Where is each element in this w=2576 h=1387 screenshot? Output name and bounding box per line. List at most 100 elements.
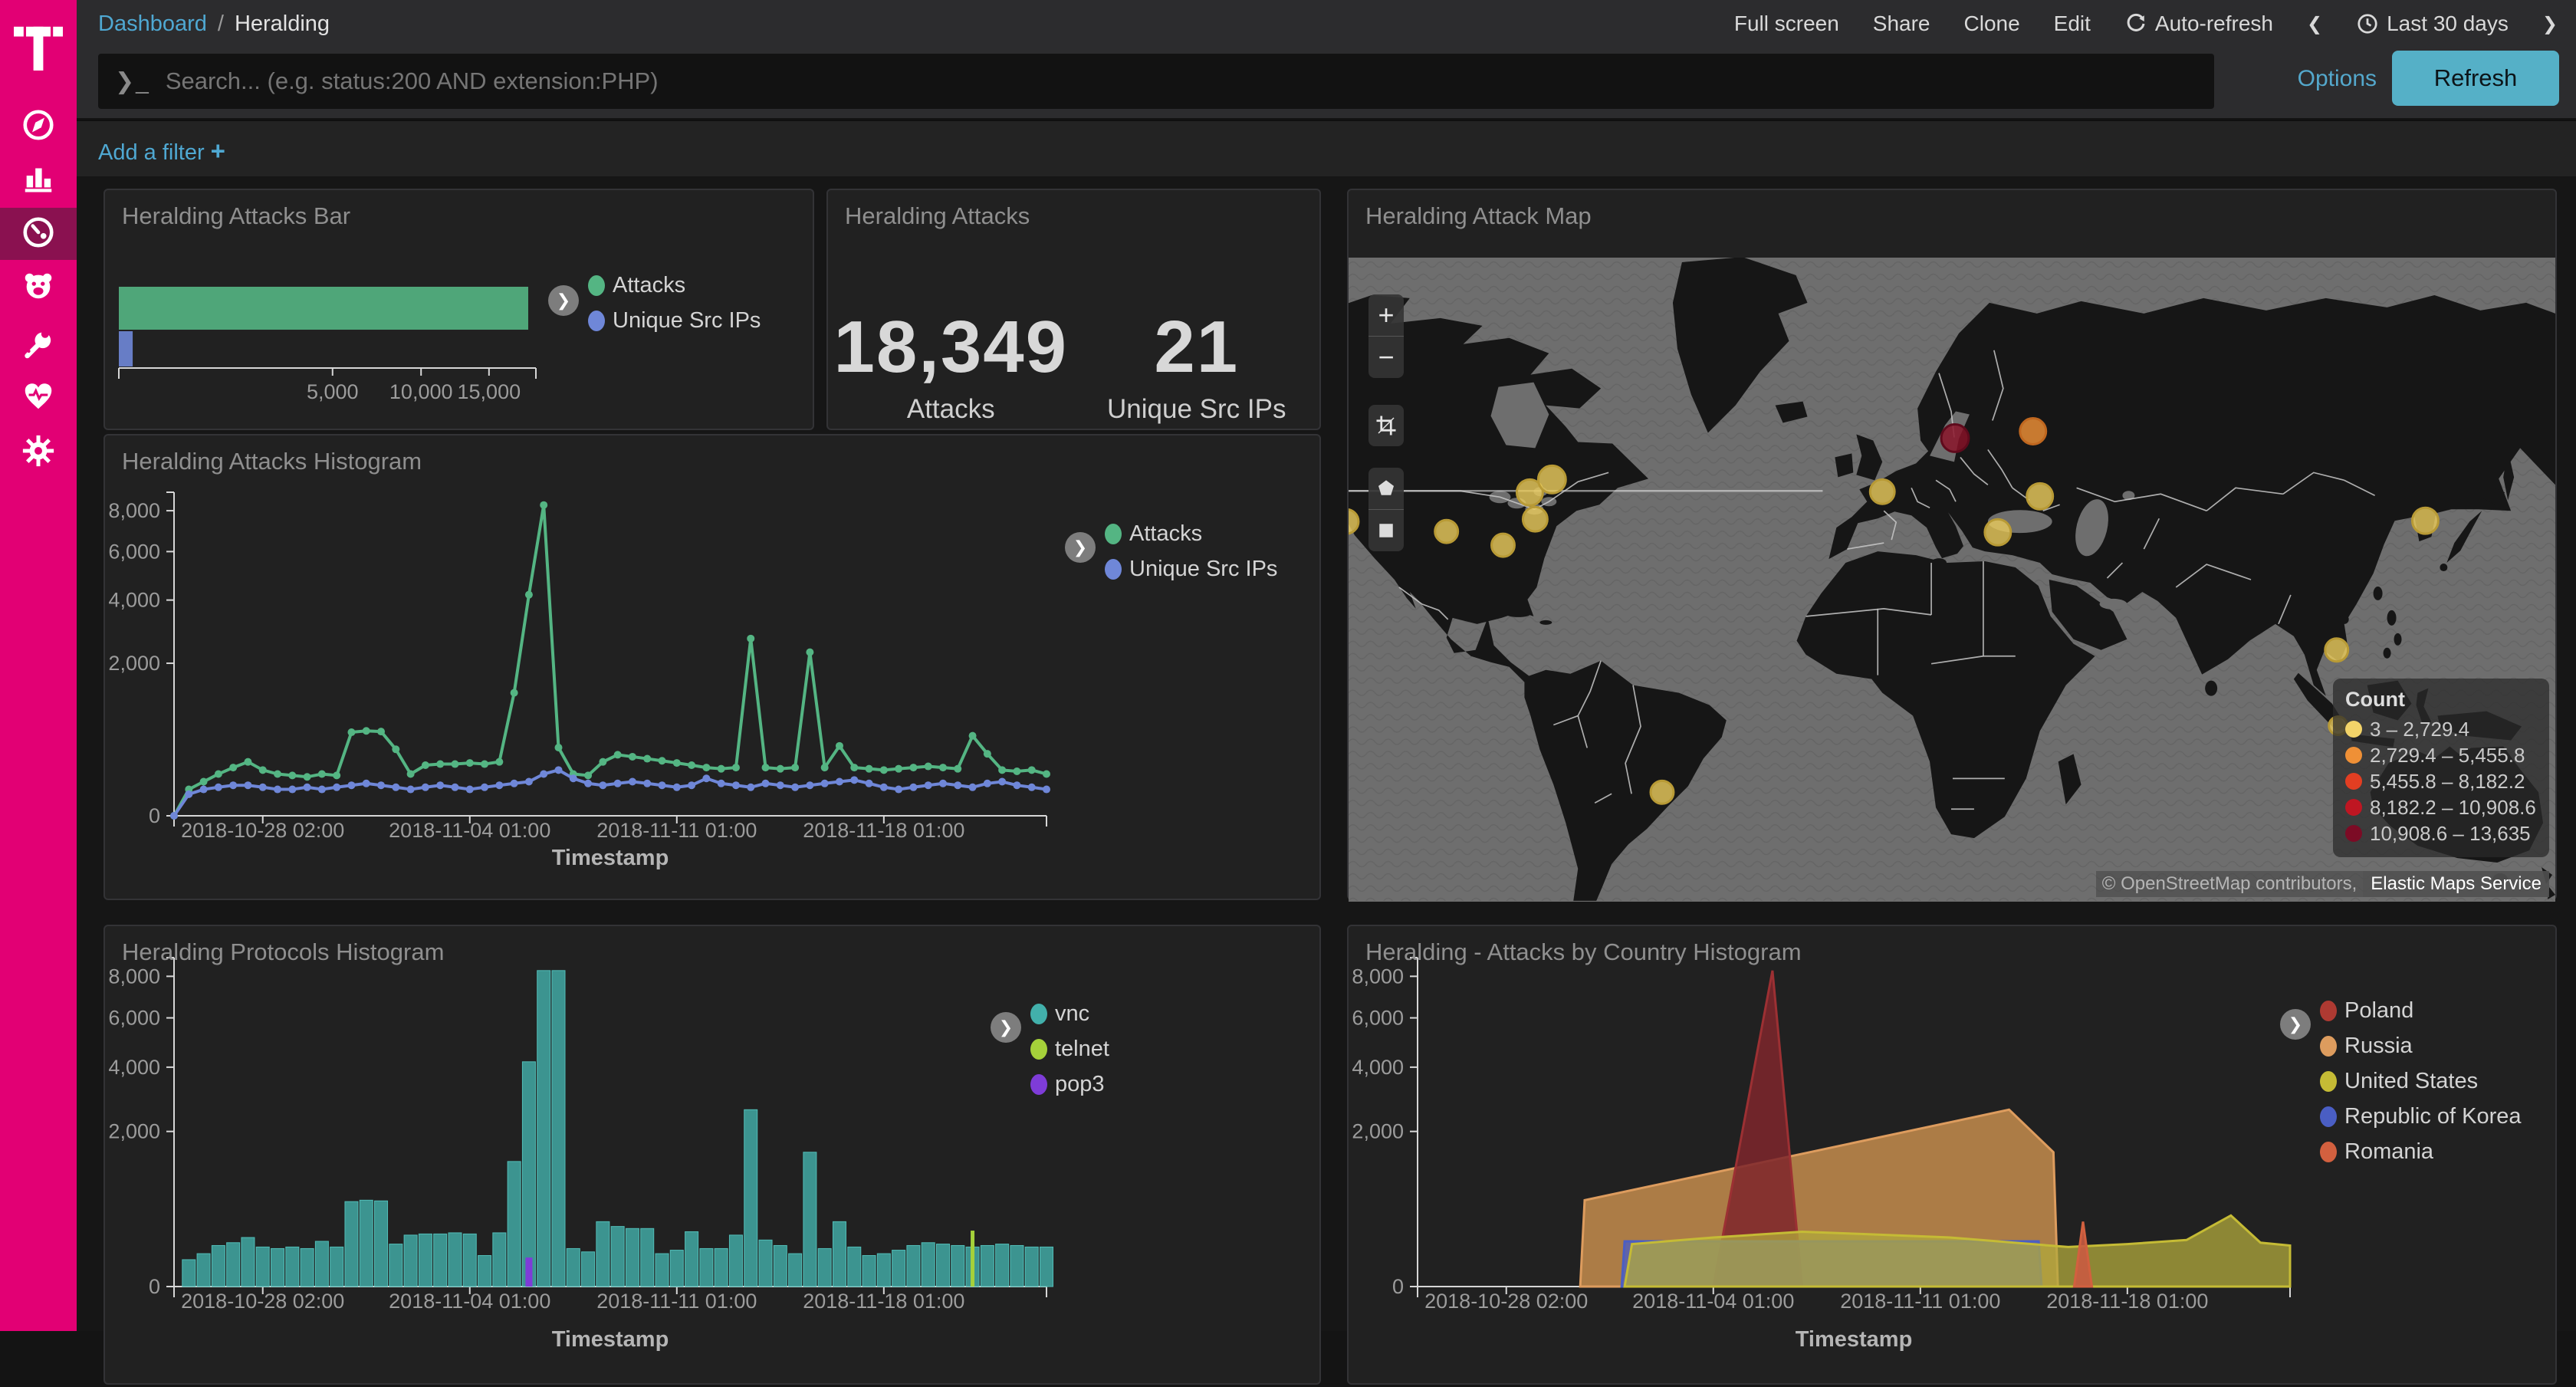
data-point[interactable] bbox=[466, 786, 474, 794]
fullscreen-button[interactable]: Full screen bbox=[1734, 12, 1839, 36]
sidebar-item-discover[interactable] bbox=[0, 100, 77, 153]
data-point[interactable] bbox=[866, 765, 873, 773]
data-point[interactable] bbox=[540, 501, 547, 509]
legend-label[interactable]: telnet bbox=[1055, 1037, 1109, 1062]
data-point[interactable] bbox=[984, 780, 991, 787]
data-point[interactable] bbox=[1028, 784, 1036, 791]
data-point[interactable] bbox=[495, 781, 503, 789]
data-point[interactable] bbox=[570, 774, 577, 782]
legend-label[interactable]: vnc bbox=[1055, 1001, 1089, 1027]
data-point[interactable] bbox=[481, 784, 488, 791]
data-point[interactable] bbox=[200, 778, 208, 786]
legend-item[interactable]: Romania bbox=[2320, 1139, 2522, 1165]
data-point[interactable] bbox=[407, 771, 415, 778]
data-point[interactable] bbox=[954, 765, 961, 773]
bar[interactable] bbox=[478, 1256, 491, 1287]
legend-toggle-icon[interactable]: ❯ bbox=[991, 1012, 1021, 1043]
data-point[interactable] bbox=[718, 765, 725, 773]
legend-toggle-icon[interactable]: ❯ bbox=[1065, 532, 1096, 563]
data-point[interactable] bbox=[1043, 771, 1050, 778]
data-point[interactable] bbox=[791, 764, 799, 771]
ems-attribution[interactable]: Elastic Maps Service bbox=[2363, 871, 2549, 897]
data-point[interactable] bbox=[274, 786, 281, 794]
data-point[interactable] bbox=[407, 786, 415, 794]
sidebar-item-dev-tools[interactable] bbox=[0, 317, 77, 369]
data-point[interactable] bbox=[584, 771, 592, 779]
attack-location-dot[interactable] bbox=[1870, 479, 1894, 504]
attack-location-dot[interactable] bbox=[1523, 507, 1547, 531]
legend-toggle-icon[interactable]: ❯ bbox=[2280, 1009, 2311, 1040]
data-point[interactable] bbox=[984, 750, 991, 758]
data-point[interactable] bbox=[511, 689, 518, 697]
data-point[interactable] bbox=[939, 764, 947, 771]
legend-item[interactable]: Attacks bbox=[1105, 521, 1277, 547]
attack-location-dot[interactable] bbox=[1651, 781, 1674, 804]
data-point[interactable] bbox=[554, 766, 562, 774]
data-point[interactable] bbox=[880, 784, 888, 791]
data-point[interactable] bbox=[422, 784, 429, 791]
sidebar-item-visualize[interactable] bbox=[0, 153, 77, 205]
sidebar-item-dashboard[interactable] bbox=[0, 208, 77, 260]
legend-label[interactable]: Attacks bbox=[1129, 521, 1202, 547]
bar[interactable] bbox=[286, 1247, 299, 1287]
data-point[interactable] bbox=[229, 781, 237, 789]
zoom-in-button[interactable]: + bbox=[1368, 294, 1404, 336]
data-point[interactable] bbox=[244, 758, 251, 766]
data-point[interactable] bbox=[762, 764, 770, 771]
data-point[interactable] bbox=[762, 780, 770, 787]
data-point[interactable] bbox=[392, 784, 399, 791]
edit-button[interactable]: Edit bbox=[2054, 12, 2091, 36]
bar[interactable] bbox=[419, 1234, 432, 1287]
data-point[interactable] bbox=[259, 784, 267, 791]
bar[interactable] bbox=[119, 331, 133, 366]
bar[interactable] bbox=[996, 1244, 1009, 1287]
bar[interactable] bbox=[971, 1231, 974, 1287]
bar[interactable] bbox=[525, 1257, 532, 1287]
bar[interactable] bbox=[434, 1234, 447, 1287]
attack-location-dot[interactable] bbox=[2020, 419, 2046, 445]
data-point[interactable] bbox=[909, 784, 917, 791]
bar[interactable] bbox=[685, 1231, 698, 1287]
search-input[interactable] bbox=[164, 67, 2214, 96]
data-point[interactable] bbox=[333, 771, 340, 779]
data-point[interactable] bbox=[895, 765, 902, 773]
attack-location-dot[interactable] bbox=[2325, 639, 2348, 662]
bar[interactable] bbox=[508, 1162, 521, 1287]
legend-item[interactable]: Russia bbox=[2320, 1034, 2522, 1059]
attack-location-dot[interactable] bbox=[2412, 508, 2438, 534]
data-point[interactable] bbox=[288, 786, 296, 794]
bar[interactable] bbox=[1010, 1245, 1024, 1287]
data-point[interactable] bbox=[688, 761, 695, 769]
bar[interactable] bbox=[271, 1248, 284, 1287]
data-point[interactable] bbox=[525, 591, 533, 599]
bar[interactable] bbox=[715, 1248, 728, 1287]
bar[interactable] bbox=[922, 1243, 935, 1287]
bar[interactable] bbox=[907, 1245, 920, 1287]
data-point[interactable] bbox=[747, 784, 754, 791]
data-point[interactable] bbox=[436, 761, 444, 768]
data-point[interactable] bbox=[806, 781, 813, 789]
bar[interactable] bbox=[818, 1248, 831, 1287]
sidebar-item-management[interactable] bbox=[0, 426, 77, 478]
data-point[interactable] bbox=[288, 771, 296, 779]
data-point[interactable] bbox=[525, 778, 533, 786]
bar[interactable] bbox=[936, 1244, 949, 1287]
attack-location-dot[interactable] bbox=[1941, 425, 1969, 452]
bar[interactable] bbox=[848, 1247, 861, 1287]
time-picker-button[interactable]: Last 30 days bbox=[2356, 12, 2509, 36]
data-point[interactable] bbox=[347, 728, 355, 736]
bar[interactable] bbox=[463, 1234, 476, 1287]
legend-item[interactable]: Unique Src IPs bbox=[1105, 557, 1277, 582]
legend-item[interactable]: Republic of Korea bbox=[2320, 1104, 2522, 1129]
crop-icon[interactable] bbox=[1368, 405, 1404, 446]
data-point[interactable] bbox=[481, 761, 488, 768]
refresh-button[interactable]: Refresh bbox=[2392, 51, 2559, 106]
data-point[interactable] bbox=[836, 778, 843, 786]
data-point[interactable] bbox=[451, 761, 458, 768]
bar[interactable] bbox=[552, 971, 565, 1287]
data-point[interactable] bbox=[777, 781, 784, 789]
bar[interactable] bbox=[611, 1227, 624, 1287]
data-point[interactable] bbox=[673, 759, 681, 767]
bar[interactable] bbox=[315, 1241, 328, 1287]
data-point[interactable] bbox=[511, 780, 518, 787]
